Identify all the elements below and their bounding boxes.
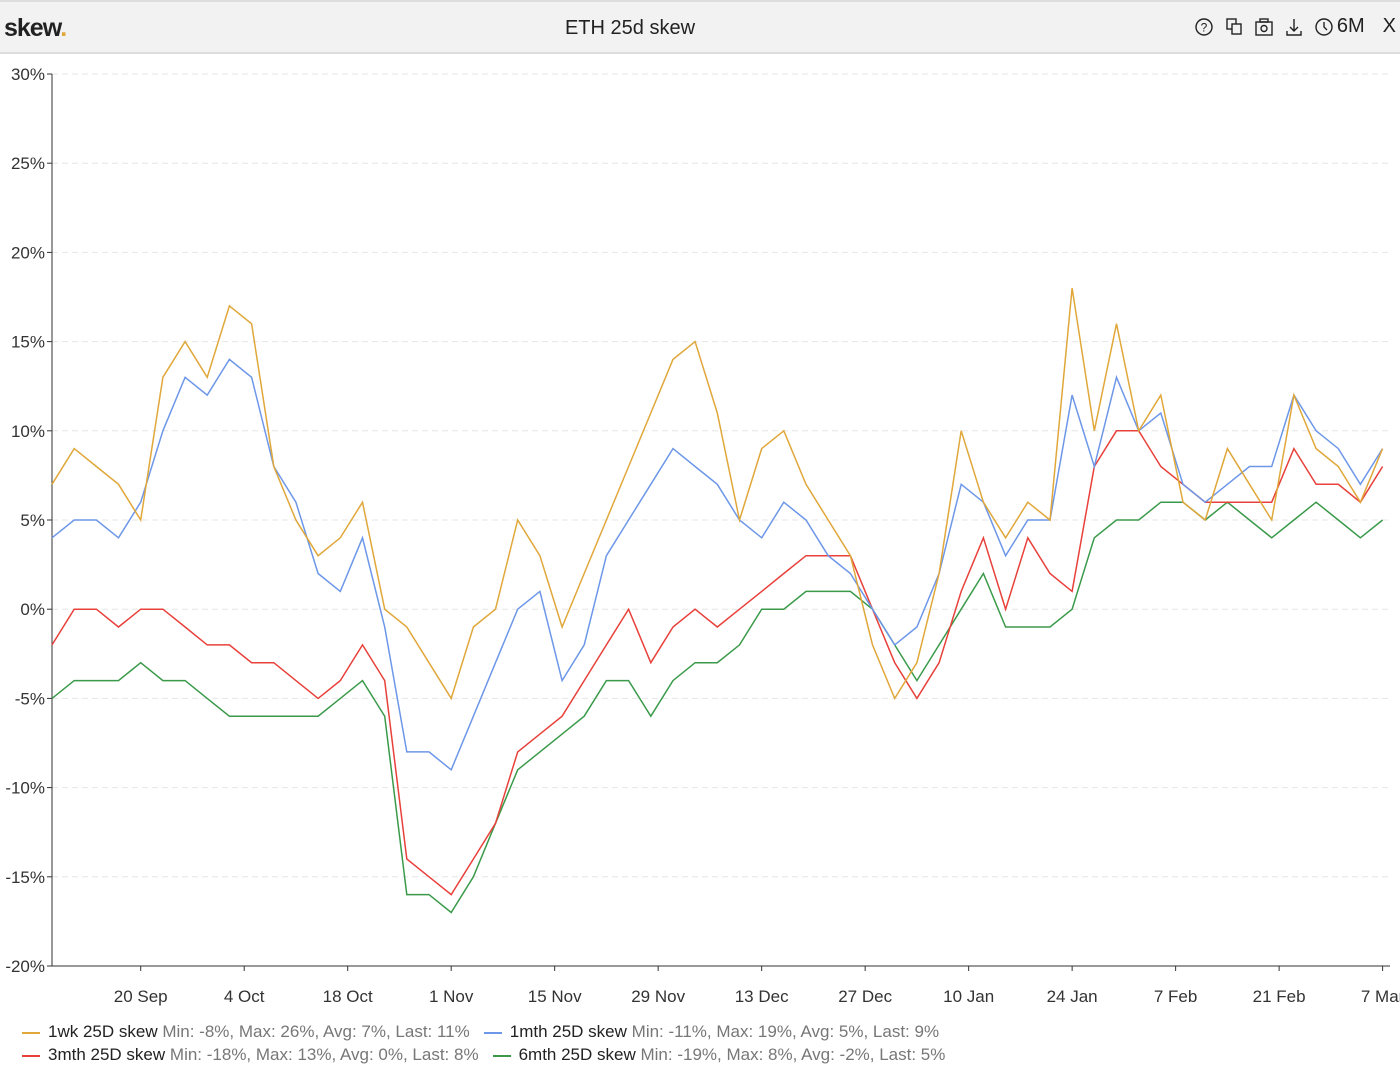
camera-icon[interactable] bbox=[1253, 16, 1275, 38]
series-line-6mth bbox=[51, 501, 1384, 914]
close-button[interactable]: X bbox=[1382, 15, 1396, 37]
x-tick-label: 20 Sep bbox=[114, 987, 168, 1006]
x-tick-label: 24 Jan bbox=[1047, 987, 1098, 1006]
y-tick-label: 20% bbox=[11, 243, 45, 262]
skew-logo: skew. bbox=[4, 14, 67, 43]
y-tick-label: 10% bbox=[11, 422, 45, 441]
legend-swatch bbox=[22, 1031, 40, 1034]
legend-swatch bbox=[492, 1054, 511, 1057]
svg-text:?: ? bbox=[1201, 20, 1208, 34]
y-tick-label: 0% bbox=[20, 600, 45, 619]
logo-text: skew bbox=[4, 14, 61, 42]
y-tick-label: 15% bbox=[11, 333, 45, 352]
y-tick-label: 5% bbox=[20, 511, 45, 530]
y-tick-label: 30% bbox=[11, 65, 45, 84]
legend-item-3mth[interactable]: 3mth 25D skew Min: -18%, Max: 13%, Avg: … bbox=[22, 1043, 479, 1066]
x-tick-label: 7 Feb bbox=[1154, 987, 1197, 1006]
legend-series-name: 6mth 25D skew bbox=[518, 1045, 636, 1064]
y-tick-label: 25% bbox=[11, 154, 45, 173]
legend-series-stats: Min: -11%, Max: 19%, Avg: 5%, Last: 9% bbox=[631, 1022, 940, 1041]
legend-series-stats: Min: -18%, Max: 13%, Avg: 0%, Last: 8% bbox=[169, 1045, 479, 1064]
x-tick-label: 10 Jan bbox=[943, 987, 994, 1006]
x-tick-label: 4 Oct bbox=[224, 987, 265, 1006]
legend-item-1mth[interactable]: 1mth 25D skew Min: -11%, Max: 19%, Avg: … bbox=[483, 1020, 940, 1043]
legend-series-name: 1wk 25D skew bbox=[48, 1022, 158, 1041]
range-selector[interactable]: 6M bbox=[1336, 15, 1365, 37]
legend-series-stats: Min: -8%, Max: 26%, Avg: 7%, Last: 11% bbox=[162, 1022, 470, 1041]
legend-item-1wk[interactable]: 1wk 25D skew Min: -8%, Max: 26%, Avg: 7%… bbox=[22, 1020, 470, 1043]
y-tick-label: -20% bbox=[5, 957, 45, 976]
x-tick-label: 21 Feb bbox=[1253, 987, 1306, 1006]
x-tick-label: 29 Nov bbox=[631, 987, 685, 1006]
line-chart: 30% 25% 20% 15% 10% 5% 0% -5% -10% -15% -20% 20 Sep… bbox=[5, 65, 1400, 1006]
header-bar: skew. ETH 25d skew ? 6M X bbox=[0, 0, 1400, 54]
x-tick-label: 13 Dec bbox=[735, 987, 789, 1006]
legend: 1wk 25D skew Min: -8%, Max: 26%, Avg: 7%… bbox=[22, 1020, 1392, 1066]
logo-dot: . bbox=[60, 14, 67, 42]
download-icon[interactable] bbox=[1283, 16, 1305, 38]
legend-swatch bbox=[483, 1031, 502, 1034]
x-tick-label: 18 Oct bbox=[323, 987, 373, 1006]
y-tick-label: -5% bbox=[15, 689, 45, 708]
x-tick-label: 15 Nov bbox=[528, 987, 582, 1006]
toolbar: ? 6M X bbox=[1193, 15, 1396, 38]
y-tick-label: -10% bbox=[5, 779, 45, 798]
legend-series-name: 1mth 25D skew bbox=[509, 1022, 627, 1041]
series-line-1wk bbox=[51, 287, 1384, 701]
legend-series-name: 3mth 25D skew bbox=[48, 1045, 166, 1064]
x-tick-label: 27 Dec bbox=[838, 987, 892, 1006]
legend-swatch bbox=[22, 1054, 40, 1057]
x-tick-label: 7 Mar bbox=[1361, 987, 1400, 1006]
help-icon[interactable]: ? bbox=[1193, 16, 1215, 38]
duplicate-icon[interactable] bbox=[1223, 16, 1245, 38]
x-tick-label: 1 Nov bbox=[429, 987, 474, 1006]
legend-series-stats: Min: -19%, Max: 8%, Avg: -2%, Last: 5% bbox=[640, 1045, 946, 1064]
series-line-3mth bbox=[51, 430, 1384, 896]
clock-icon[interactable] bbox=[1313, 16, 1335, 38]
series-line-1mth bbox=[51, 358, 1384, 772]
chart-title: ETH 25d skew bbox=[564, 17, 696, 39]
y-tick-label: -15% bbox=[5, 868, 45, 887]
legend-item-6mth[interactable]: 6mth 25D skew Min: -19%, Max: 8%, Avg: -… bbox=[492, 1043, 946, 1066]
